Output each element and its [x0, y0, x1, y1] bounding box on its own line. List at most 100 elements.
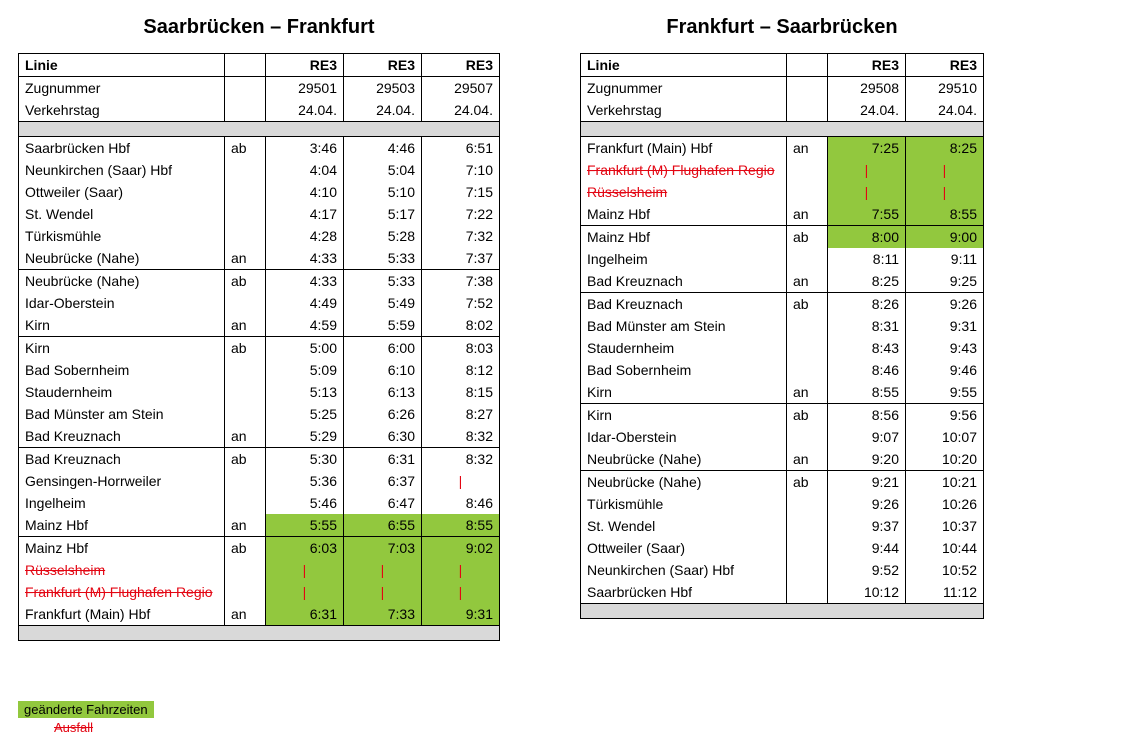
time-cell: 4:17 [266, 203, 344, 225]
time-cell: 7:33 [344, 603, 422, 626]
an-ab [225, 203, 266, 225]
legend-cancelled: Ausfall [18, 720, 1122, 735]
time-cell: 9:11 [906, 248, 984, 270]
station-name: Saarbrücken Hbf [19, 137, 225, 160]
meta-blank [787, 77, 828, 100]
an-ab: an [225, 603, 266, 626]
spacer [581, 122, 984, 137]
an-ab: an [787, 381, 828, 404]
time-cell: 8:46 [828, 359, 906, 381]
time-cell: 7:55 [828, 203, 906, 226]
time-cell: 6:47 [344, 492, 422, 514]
time-cell: 6:00 [344, 337, 422, 360]
time-cell: 10:26 [906, 493, 984, 515]
time-cell: 6:10 [344, 359, 422, 381]
station-name: Staudernheim [19, 381, 225, 403]
time-cell: 3:46 [266, 137, 344, 160]
time-cell: 9:26 [906, 293, 984, 316]
an-ab [787, 159, 828, 181]
time-cell: 6:31 [266, 603, 344, 626]
time-cell: 9:44 [828, 537, 906, 559]
station-name: Neunkirchen (Saar) Hbf [581, 559, 787, 581]
station-name: Mainz Hbf [19, 537, 225, 560]
meta-label: Zugnummer [581, 77, 787, 100]
time-cell: 8:56 [828, 404, 906, 427]
an-ab: ab [787, 293, 828, 316]
station-name: Saarbrücken Hbf [581, 581, 787, 604]
station-name: Bad Kreuznach [19, 425, 225, 448]
time-cell: 9:26 [828, 493, 906, 515]
meta-label: Verkehrstag [19, 99, 225, 122]
time-cell: 8:12 [422, 359, 500, 381]
time-cell: 4:49 [266, 292, 344, 314]
time-cell: 8:55 [906, 203, 984, 226]
an-ab: an [225, 425, 266, 448]
time-cell: 7:10 [422, 159, 500, 181]
meta-value: 29508 [828, 77, 906, 100]
time-cell: 5:30 [266, 448, 344, 471]
an-ab [787, 359, 828, 381]
time-cell: 7:32 [422, 225, 500, 247]
station-name: Kirn [581, 381, 787, 404]
an-ab [787, 493, 828, 515]
time-cell: 10:52 [906, 559, 984, 581]
header-train: RE3 [344, 54, 422, 77]
time-cell: | [344, 559, 422, 581]
station-name: Rüsselsheim [19, 559, 225, 581]
an-ab [225, 470, 266, 492]
time-cell: 5:29 [266, 425, 344, 448]
time-cell: 8:02 [422, 314, 500, 337]
time-cell: 8:32 [422, 448, 500, 471]
an-ab [225, 292, 266, 314]
time-cell: 10:44 [906, 537, 984, 559]
time-cell: 5:33 [344, 270, 422, 293]
header-train: RE3 [422, 54, 500, 77]
an-ab: ab [225, 448, 266, 471]
time-cell: | [422, 581, 500, 603]
an-ab [787, 315, 828, 337]
time-cell: 9:56 [906, 404, 984, 427]
station-name: Bad Münster am Stein [19, 403, 225, 425]
an-ab [787, 537, 828, 559]
an-ab [787, 248, 828, 270]
station-name: Ottweiler (Saar) [19, 181, 225, 203]
an-ab [787, 559, 828, 581]
time-cell: 8:11 [828, 248, 906, 270]
spacer [19, 122, 500, 137]
station-name: Mainz Hbf [581, 203, 787, 226]
time-cell: 5:28 [344, 225, 422, 247]
an-ab [787, 181, 828, 203]
time-cell: 4:28 [266, 225, 344, 247]
station-name: Ingelheim [581, 248, 787, 270]
time-cell: | [266, 559, 344, 581]
time-cell: | [266, 581, 344, 603]
header-blank [787, 54, 828, 77]
station-name: Idar-Oberstein [581, 426, 787, 448]
an-ab: an [787, 137, 828, 160]
time-cell: 5:49 [344, 292, 422, 314]
an-ab: ab [225, 270, 266, 293]
station-name: Idar-Oberstein [19, 292, 225, 314]
time-cell: 4:33 [266, 247, 344, 270]
time-cell: | [906, 159, 984, 181]
time-cell: 6:26 [344, 403, 422, 425]
station-name: Türkismühle [19, 225, 225, 247]
time-cell: 7:52 [422, 292, 500, 314]
meta-value: 29507 [422, 77, 500, 100]
time-cell: 4:46 [344, 137, 422, 160]
time-cell: 8:27 [422, 403, 500, 425]
station-name: Neunkirchen (Saar) Hbf [19, 159, 225, 181]
time-cell: 7:15 [422, 181, 500, 203]
time-cell: 5:04 [344, 159, 422, 181]
meta-value: 24.04. [828, 99, 906, 122]
time-cell: 10:21 [906, 471, 984, 494]
time-cell: 9:46 [906, 359, 984, 381]
time-cell: 9:00 [906, 226, 984, 249]
station-name: Rüsselsheim [581, 181, 787, 203]
station-name: Neubrücke (Nahe) [19, 247, 225, 270]
meta-value: 24.04. [422, 99, 500, 122]
meta-value: 29503 [344, 77, 422, 100]
meta-value: 24.04. [906, 99, 984, 122]
time-cell: 9:43 [906, 337, 984, 359]
time-cell: 5:13 [266, 381, 344, 403]
